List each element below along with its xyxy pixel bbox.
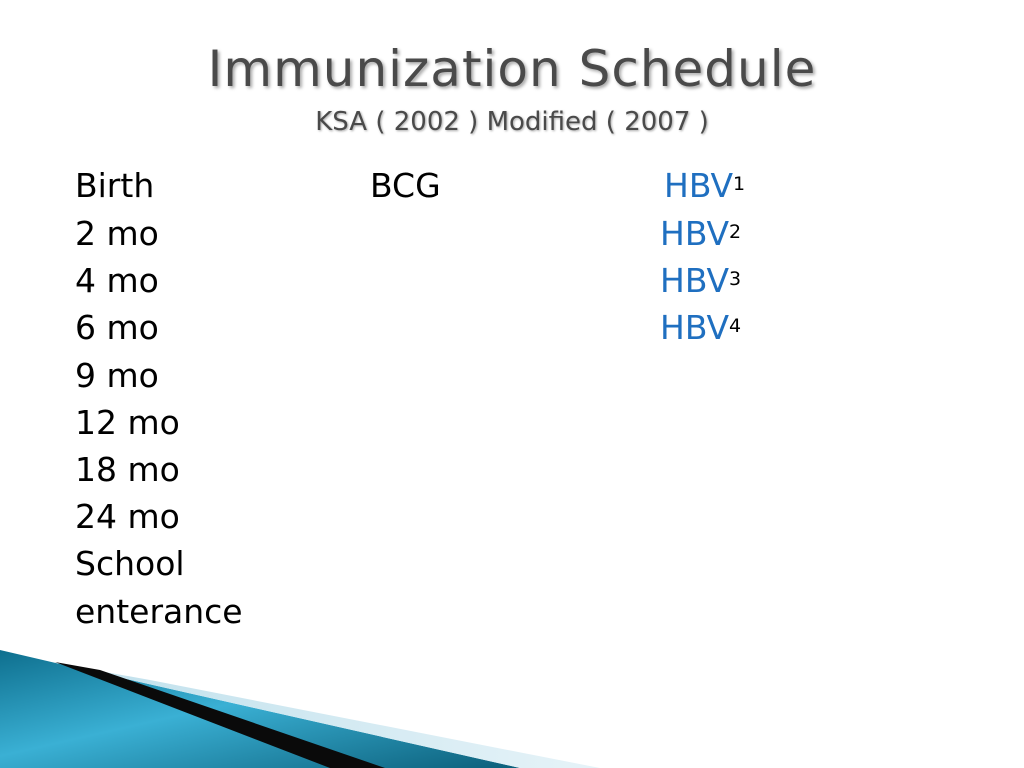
hbv-label: HBV bbox=[664, 166, 734, 205]
age-label: enterance bbox=[75, 592, 243, 631]
bcg-vaccine: BCG bbox=[370, 166, 441, 205]
slide-title: Immunization Schedule bbox=[207, 40, 817, 98]
hbv-label: HBV bbox=[660, 308, 730, 347]
schedule-row-24mo: 24 mo bbox=[0, 497, 1024, 545]
age-label: 4 mo bbox=[75, 261, 159, 300]
age-label: 24 mo bbox=[75, 497, 180, 536]
hbv-dose: 3 bbox=[729, 268, 742, 290]
schedule-row-18mo: 18 mo bbox=[0, 450, 1024, 498]
age-label: 6 mo bbox=[75, 308, 159, 347]
hbv-vaccine: HBV4 bbox=[660, 308, 741, 348]
slide-header: Immunization Schedule KSA ( 2002 ) Modif… bbox=[0, 38, 1024, 138]
hbv-vaccine: HBV2 bbox=[660, 214, 741, 254]
schedule-row-enterance: enterance bbox=[0, 592, 1024, 640]
schedule-row-2mo: 2 mo HBV2 bbox=[0, 214, 1024, 262]
age-label: 18 mo bbox=[75, 450, 180, 489]
hbv-label: HBV bbox=[660, 261, 730, 300]
age-label: School bbox=[75, 544, 185, 583]
schedule-row-12mo: 12 mo bbox=[0, 403, 1024, 451]
hbv-dose: 2 bbox=[729, 221, 742, 243]
teal-band bbox=[0, 650, 520, 768]
schedule-row-birth: Birth BCG HBV1 bbox=[0, 166, 1024, 214]
black-stripe bbox=[55, 662, 385, 768]
hbv-dose: 4 bbox=[729, 315, 742, 337]
hbv-dose: 1 bbox=[733, 173, 746, 195]
decorative-wave bbox=[0, 650, 600, 768]
light-band bbox=[60, 664, 600, 768]
schedule-row-9mo: 9 mo bbox=[0, 356, 1024, 404]
slide-subtitle: KSA ( 2002 ) Modified ( 2007 ) bbox=[315, 107, 709, 137]
hbv-label: HBV bbox=[660, 214, 730, 253]
age-label: Birth bbox=[75, 166, 155, 205]
age-label: 9 mo bbox=[75, 356, 159, 395]
hbv-vaccine: HBV1 bbox=[664, 166, 745, 206]
schedule-row-school: School bbox=[0, 544, 1024, 592]
schedule-row-4mo: 4 mo HBV3 bbox=[0, 261, 1024, 309]
hbv-vaccine: HBV3 bbox=[660, 261, 741, 301]
schedule-row-6mo: 6 mo HBV4 bbox=[0, 308, 1024, 356]
age-label: 12 mo bbox=[75, 403, 180, 442]
age-label: 2 mo bbox=[75, 214, 159, 253]
